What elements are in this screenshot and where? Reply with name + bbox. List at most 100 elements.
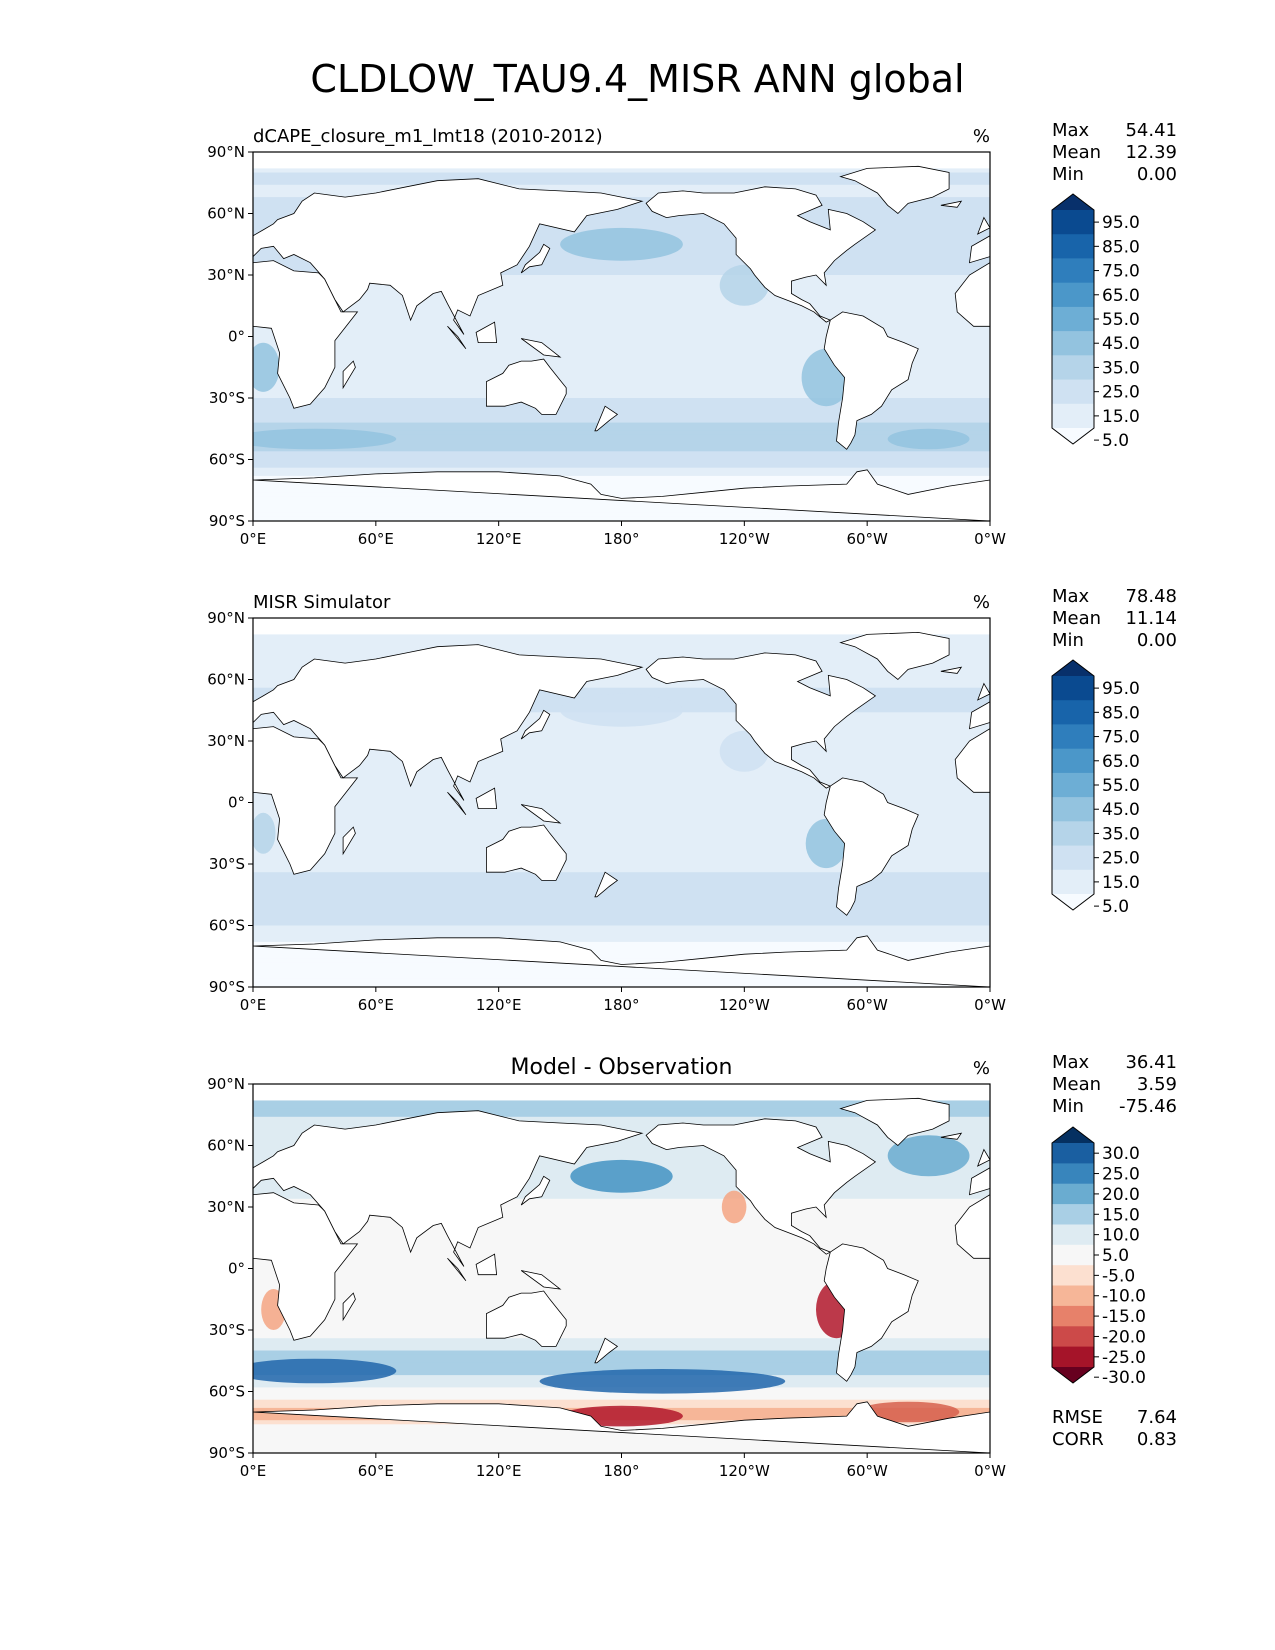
zonal-band: [253, 859, 990, 865]
zonal-band: [253, 1276, 990, 1282]
lon-tick-label: 120°W: [719, 996, 770, 1014]
coastline: [839, 165, 950, 215]
zonal-band: [253, 1317, 990, 1323]
lon-tick-label: 120°E: [476, 530, 522, 548]
colorbar-tick-label: 30.0: [1102, 1144, 1140, 1164]
zonal-band: [253, 872, 990, 877]
zonal-band: [253, 1342, 990, 1347]
zonal-band: [253, 835, 990, 840]
lon-tick-label: 0°W: [974, 996, 1006, 1014]
colorbar-segment: [1052, 210, 1094, 235]
lon-tick-label: 0°W: [974, 1462, 1006, 1480]
zonal-band: [253, 736, 990, 742]
zonal-band: [253, 782, 990, 787]
field-anomaly: [253, 428, 397, 450]
zonal-band: [253, 430, 990, 436]
zonal-band: [253, 406, 990, 411]
zonal-band: [253, 1338, 990, 1343]
zonal-band: [253, 516, 990, 521]
zonal-band: [253, 753, 990, 758]
zonal-band: [253, 484, 990, 489]
colorbar-tick-label: 55.0: [1102, 776, 1140, 796]
field-anomaly: [539, 1369, 786, 1394]
zonal-band: [253, 1444, 990, 1450]
zonal-band: [253, 393, 990, 399]
coastline: [976, 1148, 990, 1167]
zonal-band: [253, 221, 990, 227]
zonal-band: [253, 287, 990, 292]
coastline: [342, 1292, 356, 1322]
zonal-band: [253, 683, 990, 689]
zonal-band: [253, 855, 990, 861]
coastline: [520, 804, 562, 824]
zonal-band: [253, 361, 990, 366]
colorbar-segment: [1052, 1265, 1094, 1287]
colorbar-segment: [1052, 355, 1094, 380]
zonal-band: [253, 1272, 990, 1278]
zonal-band: [253, 410, 990, 415]
zonal-band: [253, 172, 990, 178]
zonal-band: [253, 381, 990, 387]
colorbar-segment: [1052, 1244, 1094, 1266]
panel-units: %: [973, 1058, 990, 1079]
coastline: [1258, 1271, 1275, 1290]
stat-label-mean: Mean: [1052, 142, 1101, 163]
coastline: [253, 178, 644, 335]
colorbar-outline: [1051, 1126, 1095, 1384]
zonal-band: [253, 480, 990, 485]
colorbar-tick-label: 75.0: [1102, 728, 1140, 748]
lat-tick-label: 30°N: [207, 1198, 245, 1216]
zonal-band: [253, 818, 990, 824]
coastline: [520, 243, 551, 274]
zonal-band: [253, 757, 990, 763]
zonal-band: [253, 1448, 990, 1453]
stat-value-mean: 12.39: [1125, 142, 1177, 163]
zonal-band: [253, 209, 990, 215]
zonal-band: [253, 332, 990, 338]
field-anomaly: [887, 428, 970, 450]
colorbar-segment: [1052, 379, 1094, 405]
zonal-band: [253, 1100, 990, 1106]
colorbar-tick-label: -20.0: [1102, 1327, 1146, 1347]
colorbar-segment: [1052, 306, 1094, 332]
lat-tick-label: 30°N: [207, 266, 245, 284]
zonal-band: [253, 1211, 990, 1216]
coastline: [1213, 1254, 1234, 1275]
zonal-band: [253, 320, 990, 325]
zonal-band: [253, 941, 990, 947]
colorbar-tick-label: 55.0: [1102, 310, 1140, 330]
coastline: [1258, 1176, 1275, 1205]
zonal-band: [253, 982, 990, 987]
zonal-band: [253, 324, 990, 329]
zonal-band: [253, 880, 990, 886]
colorbar-tick-label: 5.0: [1102, 1246, 1129, 1266]
coastline: [976, 682, 990, 701]
lon-tick-label: 120°E: [476, 996, 522, 1014]
colorbar-tick-label: 35.0: [1102, 824, 1140, 844]
zonal-band: [253, 900, 990, 906]
zonal-band: [253, 1108, 990, 1114]
zonal-band: [253, 340, 990, 346]
zonal-band: [253, 884, 990, 890]
coastline: [253, 469, 990, 521]
colorbar-segment: [1052, 331, 1094, 356]
zonal-band: [253, 659, 990, 664]
colorbar-tick-label: 25.0: [1102, 849, 1140, 869]
zonal-band: [253, 646, 990, 652]
zonal-band: [253, 262, 990, 268]
coastline: [989, 945, 990, 947]
zonal-band: [253, 1395, 990, 1401]
stat-label-mean: Mean: [1052, 608, 1101, 629]
zonal-band: [253, 892, 990, 898]
coastline: [954, 1194, 990, 1259]
coastline: [0, 653, 138, 788]
zonal-band: [253, 909, 990, 914]
field-anomaly: [560, 227, 683, 261]
zonal-band: [253, 843, 990, 849]
stat-value-max: 78.48: [1125, 586, 1177, 607]
zonal-band: [253, 650, 990, 656]
zonal-band: [253, 724, 990, 730]
coastline: [1223, 1291, 1275, 1346]
lon-tick-label: 60°E: [358, 1462, 394, 1480]
